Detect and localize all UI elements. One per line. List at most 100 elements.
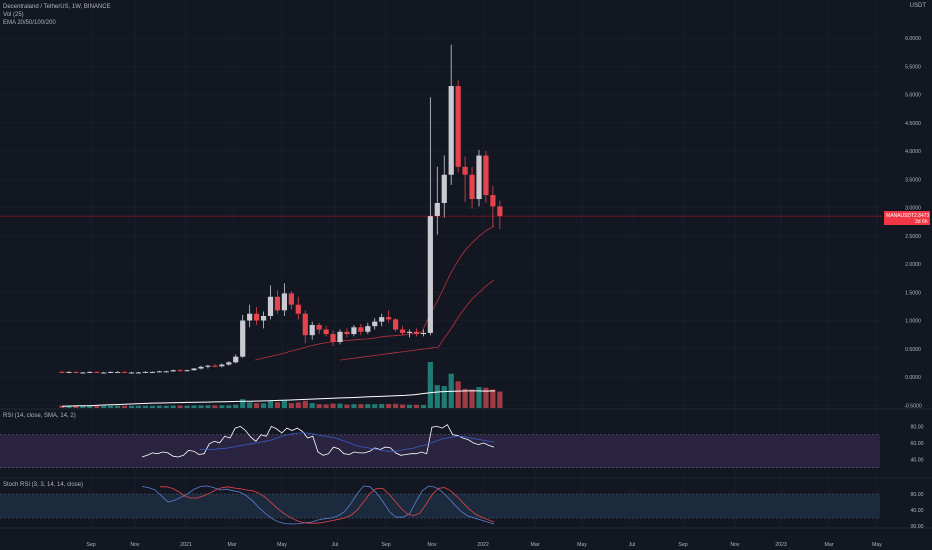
candle-body bbox=[233, 356, 239, 363]
volume-bar bbox=[483, 387, 489, 408]
volume-bar bbox=[393, 403, 399, 408]
stoch-legend[interactable]: Stoch RSI (3, 3, 14, 14, close) bbox=[3, 482, 84, 488]
price-tick-label: -0.5000 bbox=[904, 403, 922, 409]
volume-bar bbox=[177, 405, 183, 408]
volume-bar bbox=[87, 405, 93, 408]
volume-bar bbox=[254, 403, 260, 408]
indicator-band bbox=[0, 494, 880, 518]
time-axis[interactable]: Sep Nov 2021 Mar May Jul Sep Nov 2022 Mar May Jul Se… bbox=[86, 542, 882, 548]
candle-body bbox=[295, 304, 301, 314]
volume-bar bbox=[121, 405, 128, 408]
volume-bar bbox=[420, 404, 426, 408]
candle-body bbox=[413, 331, 420, 335]
candlestick-series bbox=[59, 44, 503, 374]
candle-body bbox=[87, 371, 93, 373]
candle-body bbox=[198, 366, 204, 369]
price-tick-label: 2.0000 bbox=[905, 262, 921, 268]
volume-bar bbox=[323, 404, 329, 408]
volume-bar bbox=[198, 405, 204, 408]
volume-bar bbox=[497, 391, 503, 408]
volume-bar bbox=[191, 405, 197, 408]
candle-body bbox=[497, 206, 503, 216]
candle-body bbox=[323, 329, 329, 335]
time-tick-label: Sep bbox=[86, 542, 95, 548]
volume-bar bbox=[379, 404, 385, 408]
volume-bar bbox=[302, 400, 308, 408]
candle-body bbox=[177, 370, 183, 372]
candle-body bbox=[149, 371, 155, 373]
candle-body bbox=[393, 319, 399, 330]
candle-body bbox=[476, 155, 482, 200]
volume-bar bbox=[219, 405, 225, 408]
volume-bar bbox=[66, 405, 72, 408]
price-tick-label: 1.0000 bbox=[905, 319, 921, 325]
currency-label[interactable]: USDT bbox=[909, 3, 926, 9]
candle-body bbox=[94, 371, 100, 373]
volume-bar bbox=[156, 405, 162, 408]
candle-body bbox=[427, 215, 433, 333]
volume-bar bbox=[448, 373, 454, 408]
volume-bar bbox=[351, 404, 357, 408]
candle-body bbox=[406, 331, 413, 333]
volume-bar bbox=[386, 404, 392, 408]
ema-lines bbox=[254, 225, 495, 361]
volume-bar bbox=[309, 403, 315, 408]
candle-body bbox=[344, 331, 350, 335]
volume-bar bbox=[316, 404, 322, 408]
volume-bar bbox=[205, 405, 211, 408]
time-tick-label: Jul bbox=[629, 542, 636, 548]
volume-bar bbox=[101, 405, 107, 408]
price-axis[interactable]: 6.0000 5.5000 5.0000 4.5000 4.0000 3.5000 3.00… bbox=[904, 36, 923, 530]
candle-body bbox=[288, 293, 294, 305]
volume-bar bbox=[108, 405, 114, 408]
candle-body bbox=[108, 371, 114, 373]
indicator-tick-label: 80.00 bbox=[911, 424, 924, 430]
candle-body bbox=[191, 368, 197, 371]
candle-body bbox=[184, 370, 190, 372]
time-tick-label: Nov bbox=[427, 542, 437, 548]
candle-body bbox=[128, 372, 135, 374]
time-tick-label: Mar bbox=[228, 542, 237, 548]
rsi-lines bbox=[141, 424, 495, 458]
candle-body bbox=[59, 371, 65, 373]
candle-body bbox=[267, 296, 274, 316]
volume-bar bbox=[59, 405, 65, 408]
volume-bar bbox=[135, 405, 142, 408]
candle-body bbox=[330, 334, 336, 342]
ema-legend[interactable]: EMA 20/50/100/200 bbox=[3, 20, 56, 26]
stoch-rsi-lines bbox=[141, 485, 495, 525]
symbol-legend[interactable]: Decentraland / TetherUS, 1W, BINANCE bbox=[3, 4, 111, 10]
candle-body bbox=[226, 362, 232, 365]
indicator-line bbox=[141, 424, 495, 458]
volume-bar bbox=[295, 402, 301, 408]
volume-bar bbox=[455, 381, 461, 408]
candle-body bbox=[434, 202, 440, 216]
rsi-legend[interactable]: RSI (14, close, SMA, 14, 2) bbox=[3, 413, 76, 419]
volume-bar bbox=[267, 400, 274, 408]
price-tick-label: 2.5000 bbox=[905, 234, 921, 240]
price-tick-label: 6.0000 bbox=[905, 36, 921, 42]
volume-legend[interactable]: Vol (25) bbox=[3, 12, 24, 18]
candle-body bbox=[420, 332, 426, 335]
volume-ma-line bbox=[61, 390, 496, 407]
candle-body bbox=[358, 327, 364, 332]
volume-bar bbox=[226, 405, 232, 408]
volume-bar bbox=[128, 405, 135, 408]
volume-ma-line bbox=[61, 390, 496, 407]
indicator-tick-label: 40.00 bbox=[911, 508, 924, 514]
volume-bar bbox=[73, 405, 79, 408]
volume-bar bbox=[490, 389, 496, 408]
candle-body bbox=[483, 155, 489, 196]
ema-line bbox=[254, 225, 495, 361]
last-price-tag: MANAUSDT 2.8473 3d 6h bbox=[884, 211, 930, 225]
volume-bars bbox=[59, 362, 503, 408]
candle-body bbox=[469, 174, 475, 200]
time-tick-label: Jul bbox=[332, 542, 339, 548]
time-tick-label: 2021 bbox=[180, 542, 192, 548]
volume-bar bbox=[358, 404, 364, 408]
time-tick-label: 2022 bbox=[477, 542, 489, 548]
indicator-tick-label: 80.00 bbox=[911, 492, 924, 498]
time-tick-label: Sep bbox=[381, 542, 390, 548]
volume-bar bbox=[406, 404, 413, 408]
